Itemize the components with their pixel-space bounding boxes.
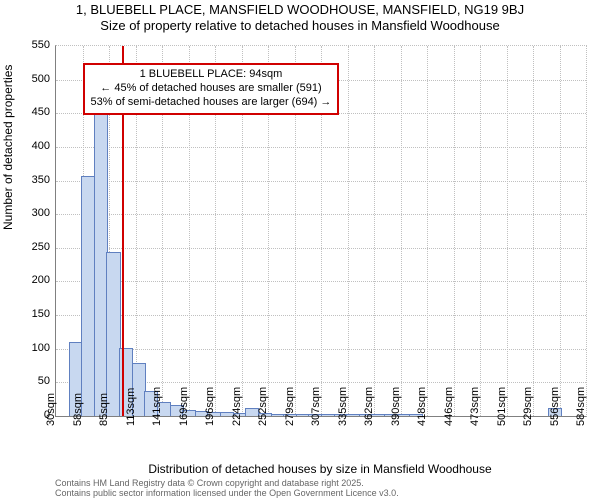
- y-tick-label: 0: [10, 409, 50, 421]
- y-tick-label: 300: [10, 207, 50, 219]
- footer-attribution: Contains HM Land Registry data © Crown c…: [55, 478, 585, 499]
- y-tick-label: 200: [10, 274, 50, 286]
- annotation-line: 1 BLUEBELL PLACE: 94sqm: [91, 68, 332, 82]
- annotation-line: 53% of semi-detached houses are larger (…: [91, 96, 332, 110]
- footer-line-1: Contains HM Land Registry data © Crown c…: [55, 478, 585, 488]
- y-tick-label: 50: [10, 375, 50, 387]
- y-tick-label: 400: [10, 140, 50, 152]
- annotation-layer: 1 BLUEBELL PLACE: 94sqm← 45% of detached…: [56, 46, 586, 416]
- y-tick-label: 100: [10, 342, 50, 354]
- property-annotation: 1 BLUEBELL PLACE: 94sqm← 45% of detached…: [83, 63, 340, 114]
- annotation-line: ← 45% of detached houses are smaller (59…: [91, 82, 332, 96]
- y-tick-label: 450: [10, 106, 50, 118]
- title-line-2: Size of property relative to detached ho…: [0, 18, 600, 34]
- chart-container: 1, BLUEBELL PLACE, MANSFIELD WOODHOUSE, …: [0, 0, 600, 500]
- y-tick-label: 150: [10, 308, 50, 320]
- y-tick-label: 550: [10, 39, 50, 51]
- x-axis-label: Distribution of detached houses by size …: [55, 462, 585, 476]
- title-line-1: 1, BLUEBELL PLACE, MANSFIELD WOODHOUSE, …: [0, 2, 600, 18]
- y-tick-label: 500: [10, 73, 50, 85]
- y-tick-label: 250: [10, 241, 50, 253]
- plot-area: 1 BLUEBELL PLACE: 94sqm← 45% of detached…: [55, 45, 587, 417]
- y-tick-label: 350: [10, 174, 50, 186]
- footer-line-2: Contains public sector information licen…: [55, 488, 585, 498]
- chart-title: 1, BLUEBELL PLACE, MANSFIELD WOODHOUSE, …: [0, 0, 600, 35]
